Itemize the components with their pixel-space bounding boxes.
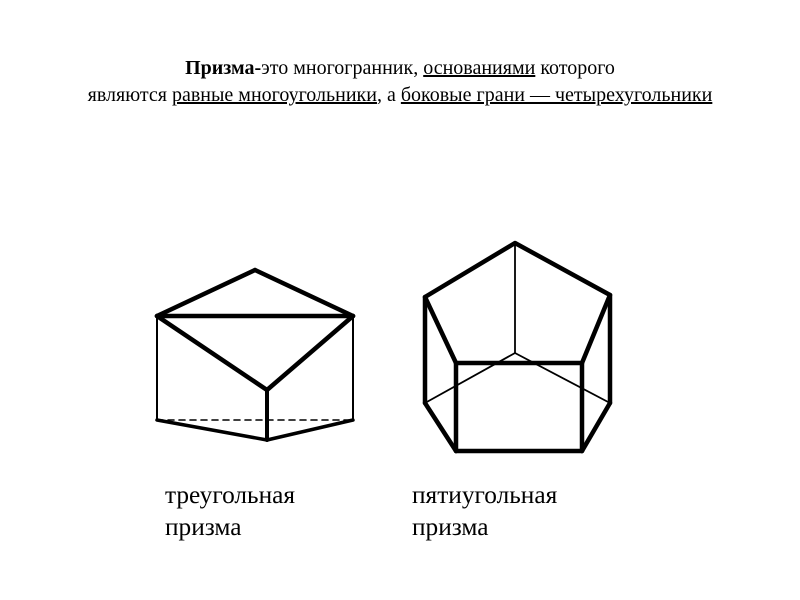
t1-u1: основаниями xyxy=(423,57,535,79)
caption-tri-l1: треугольная xyxy=(165,480,295,512)
caption-pent-l2: призма xyxy=(412,512,557,544)
t2-u2: боковые грани — четырехугольники xyxy=(401,84,712,106)
triangular-prism-svg xyxy=(145,260,370,450)
term-bold: Призма- xyxy=(185,57,261,79)
page: Призма-это многогранник, основаниями кот… xyxy=(0,0,800,600)
caption-triangular: треугольная призма xyxy=(165,480,295,543)
t2b: , а xyxy=(377,84,401,106)
caption-pent-l1: пятиугольная xyxy=(412,480,557,512)
title-line-1: Призма-это многогранник, основаниями кот… xyxy=(0,55,800,82)
caption-tri-l2: призма xyxy=(165,512,295,544)
title-line-2: являются равные многоугольники, а боковы… xyxy=(0,82,800,109)
t2a: являются xyxy=(88,84,172,106)
t1a: это многогранник, xyxy=(261,57,423,79)
pentagonal-prism-svg xyxy=(400,225,640,465)
t2-u1: равные многоугольники xyxy=(172,84,377,106)
triangular-prism-figure xyxy=(145,260,370,450)
caption-pentagonal: пятиугольная призма xyxy=(412,480,557,543)
pentagonal-prism-figure xyxy=(400,225,640,465)
t1b: которого xyxy=(535,57,615,79)
definition-title: Призма-это многогранник, основаниями кот… xyxy=(0,0,800,109)
